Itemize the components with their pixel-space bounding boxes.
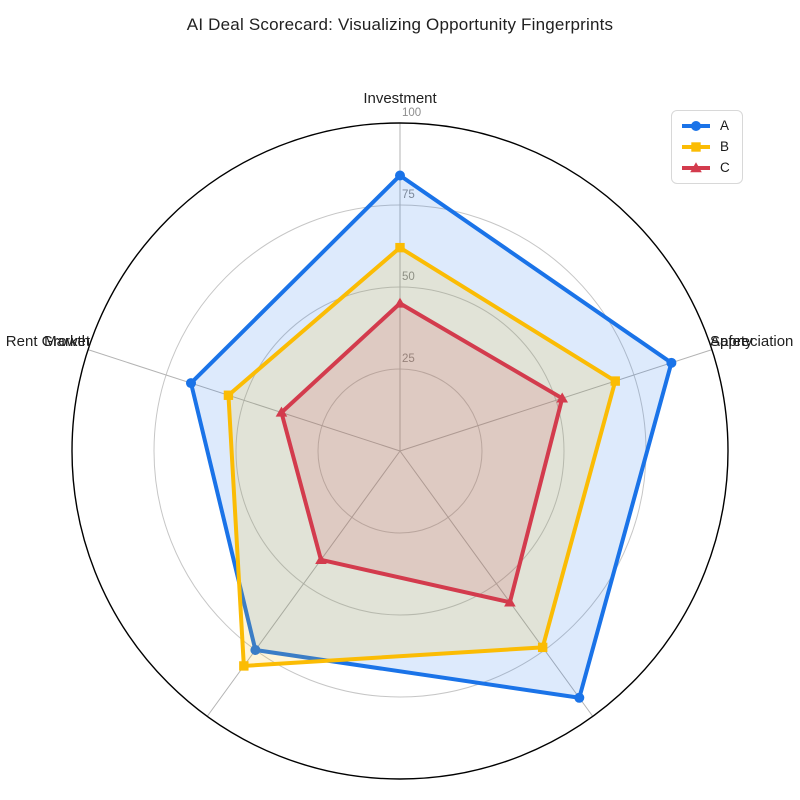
legend-sample-a — [682, 121, 710, 131]
series-c-point-safety — [556, 392, 569, 403]
legend-sample-c — [682, 162, 710, 173]
series-a-point-investment — [395, 170, 405, 181]
spoke-rent-growth — [206, 450, 401, 717]
radial-tick-label-25: 25 — [402, 353, 415, 365]
series-b-point-investment — [395, 242, 405, 253]
legend-item-c: C — [681, 161, 730, 175]
series-b-point-appreciation — [537, 642, 548, 653]
radial-tick-label-75: 75 — [402, 189, 415, 201]
outer-circle — [71, 122, 729, 780]
legend-marker-c — [690, 162, 702, 173]
spoke-market — [87, 349, 401, 452]
axis-label-rent-growth: Rent Growth — [6, 333, 90, 350]
radial-tick-label-50: 50 — [402, 271, 415, 283]
legend-marker-b — [691, 142, 701, 152]
legend-item-b: B — [681, 140, 730, 154]
legend-label-c: C — [720, 160, 730, 176]
series-b-point-market — [223, 390, 234, 400]
axis-label-safety: Safety — [710, 333, 753, 350]
series-a-point-rent-growth — [250, 645, 261, 656]
series-a-point-market — [185, 378, 196, 389]
series-a-point-appreciation — [574, 692, 585, 703]
axis-label-market: Market — [44, 333, 91, 350]
spoke-appreciation — [399, 450, 594, 717]
series-c-point-rent-growth — [315, 553, 327, 564]
legend-label-b: B — [720, 139, 730, 155]
axis-label-investment: Investment — [363, 90, 437, 107]
series-a-point-safety — [666, 357, 677, 368]
legend: A B C — [671, 110, 743, 184]
series-a — [185, 170, 677, 703]
series-c-point-investment — [394, 297, 406, 308]
radial-tick-label-100: 100 — [402, 107, 421, 119]
legend-item-a: A — [681, 119, 730, 133]
series-b-point-safety — [610, 376, 620, 386]
series-b-point-rent-growth — [239, 661, 249, 671]
spoke-safety — [399, 349, 713, 452]
series-c — [275, 297, 569, 607]
series-c-point-market — [275, 406, 288, 417]
legend-sample-b — [682, 142, 710, 152]
series-c-area — [279, 301, 565, 605]
chart-title: AI Deal Scorecard: Visualizing Opportuni… — [186, 15, 614, 34]
axis-label-appreciation: Appreciation — [710, 333, 793, 350]
series-c-point-appreciation — [504, 596, 516, 607]
legend-label-a: A — [720, 118, 730, 134]
series-a-area — [188, 173, 674, 700]
legend-marker-a — [691, 121, 701, 131]
